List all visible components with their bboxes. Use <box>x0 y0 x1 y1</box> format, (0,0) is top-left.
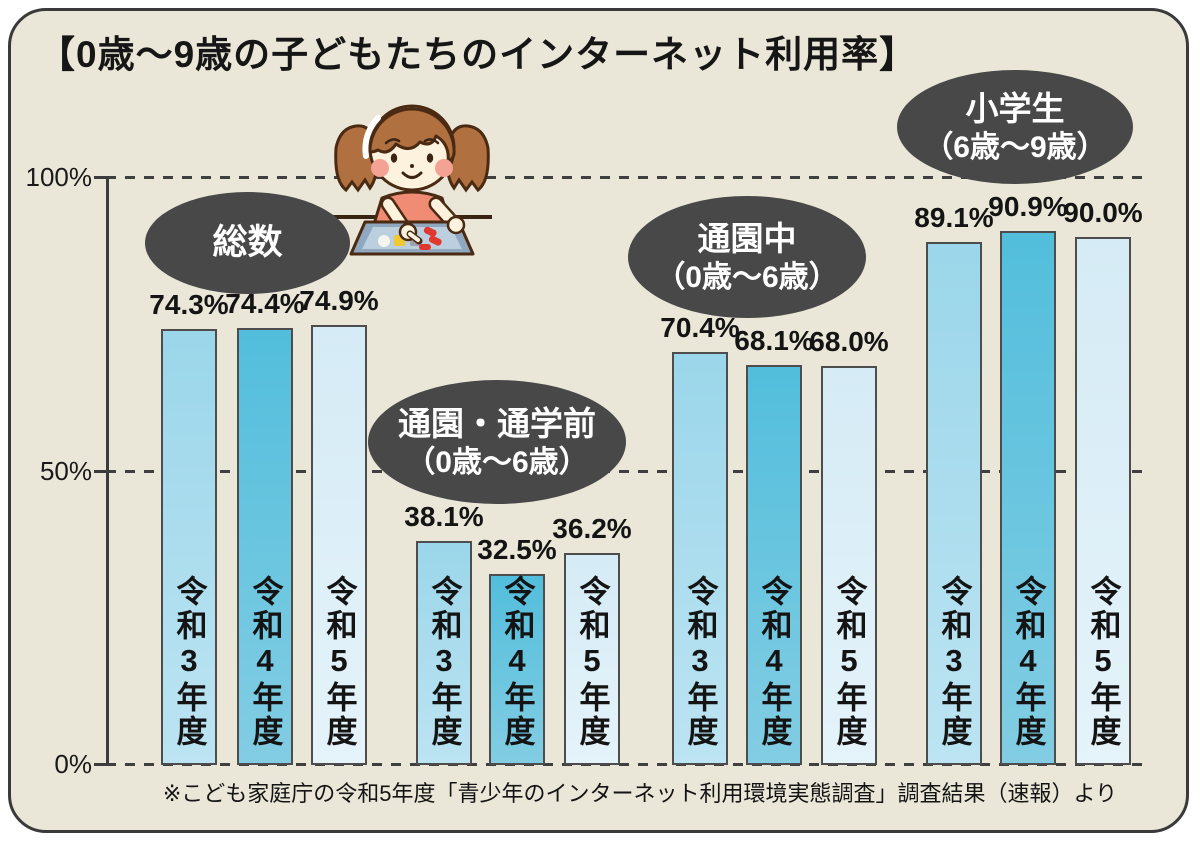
bar-value-label: 70.4% <box>660 312 740 343</box>
bar-year-label: 令和3年度 <box>171 575 207 749</box>
bar-group4-year3: 令和5年度 <box>1075 237 1131 765</box>
app-icon-white <box>378 235 390 247</box>
group-badge-elementary: 小学生 （6歳〜9歳） <box>897 70 1133 184</box>
bar-value-label: 74.4% <box>225 288 305 319</box>
bar-year-label: 令和3年度 <box>936 575 972 749</box>
source-note: ※こども家庭庁の令和5年度「青少年のインターネット利用環境実態調査」調査結果（速… <box>162 781 1118 806</box>
bar-value-label: 32.5% <box>477 534 557 565</box>
bar-group2-year2: 令和4年度 <box>489 574 545 765</box>
y-tick-100 <box>94 176 106 179</box>
bar-value-label: 90.9% <box>988 191 1068 222</box>
bar-group1-year2: 令和4年度 <box>237 328 293 765</box>
bar-year-label: 令和5年度 <box>574 575 610 749</box>
bar-group3-year3: 令和5年度 <box>821 366 877 765</box>
mouth <box>401 171 423 179</box>
bar-group4-year2: 令和4年度 <box>1000 231 1056 765</box>
group-badge-sublabel: （6歳〜9歳） <box>923 130 1107 164</box>
girl-tablet-illustration <box>332 104 492 256</box>
bar-group4-year1: 令和3年度 <box>926 242 982 765</box>
group-badge-total: 総数 <box>145 192 350 294</box>
app-icon-red-1 <box>423 226 437 237</box>
bar-value-label: 90.0% <box>1063 197 1143 228</box>
hair <box>368 107 456 164</box>
bar-year-label: 令和5年度 <box>1085 575 1121 749</box>
bar-value-label: 68.1% <box>734 325 814 356</box>
group-badge-label: 通園・通学前 <box>398 404 596 442</box>
y-tick-label-50: 50% <box>39 456 92 486</box>
y-tick-50 <box>94 470 106 473</box>
bar-group1-year1: 令和3年度 <box>161 329 217 765</box>
chart-title: 【0歳〜9歳の子どもたちのインターネット利用率】 <box>38 34 918 75</box>
y-tick-label-0: 0% <box>54 749 92 779</box>
app-icon-red-3 <box>419 244 431 250</box>
headband <box>362 115 381 159</box>
blush-right <box>435 159 453 177</box>
app-icon-red-2 <box>428 235 442 246</box>
nose <box>410 164 414 168</box>
group-badge-preschool: 通園・通学前 （0歳〜6歳） <box>368 380 626 504</box>
gridline-50 <box>106 470 1150 473</box>
group-badge-kindergarten: 通園中 （0歳〜6歳） <box>628 196 866 318</box>
bar-group3-year2: 令和4年度 <box>746 365 802 765</box>
bar-value-label: 36.2% <box>552 513 632 544</box>
group-badge-label: 総数 <box>212 223 283 263</box>
bar-year-label: 令和4年度 <box>247 575 283 749</box>
group-badge-label: 通園中 <box>697 219 797 257</box>
finger <box>408 232 420 242</box>
bar-year-label: 令和5年度 <box>831 575 867 749</box>
bar-year-label: 令和3年度 <box>682 575 718 749</box>
bar-group1-year3: 令和5年度 <box>311 325 367 765</box>
bar-group2-year3: 令和5年度 <box>564 553 620 765</box>
bar-year-label: 令和4年度 <box>756 575 792 749</box>
group-badge-label: 小学生 <box>965 89 1065 127</box>
gridline-100 <box>106 176 1150 179</box>
y-tick-0 <box>94 763 106 766</box>
bar-value-label: 74.9% <box>299 285 379 316</box>
y-axis <box>106 176 109 766</box>
bar-value-label: 38.1% <box>404 501 484 532</box>
eye-right <box>426 153 434 163</box>
bar-group3-year1: 令和3年度 <box>672 352 728 765</box>
blush-left <box>371 159 389 177</box>
bar-value-label: 68.0% <box>809 326 889 357</box>
brow-right <box>423 138 440 145</box>
bar-year-label: 令和3年度 <box>426 575 462 749</box>
bar-value-label: 89.1% <box>914 202 994 233</box>
bar-group2-year1: 令和3年度 <box>416 541 472 765</box>
bar-year-label: 令和5年度 <box>321 575 357 749</box>
y-tick-label-100: 100% <box>25 162 93 192</box>
eye-left <box>390 153 398 163</box>
bar-year-label: 令和4年度 <box>1010 575 1046 749</box>
hand-right <box>446 215 466 235</box>
brow-left <box>384 138 401 145</box>
bar-year-label: 令和4年度 <box>499 575 535 749</box>
gridline-0 <box>106 763 1150 766</box>
bar-value-label: 74.3% <box>149 289 229 320</box>
group-badge-sublabel: （0歳〜6歳） <box>655 260 839 294</box>
group-badge-sublabel: （0歳〜6歳） <box>405 445 589 479</box>
